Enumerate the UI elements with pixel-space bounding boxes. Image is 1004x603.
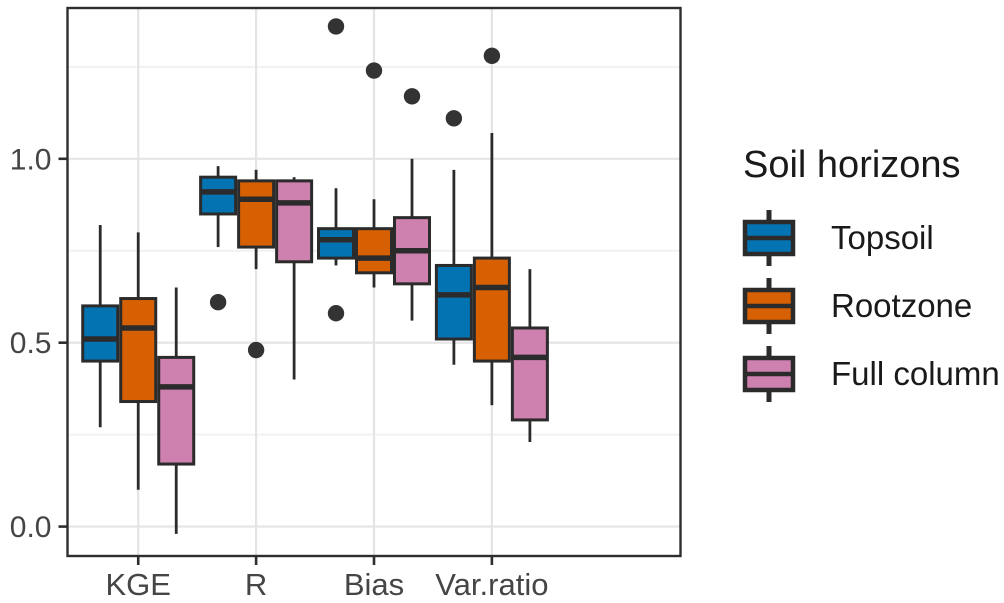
outlier-rootzone-bias xyxy=(365,62,383,79)
boxplot-key-icon xyxy=(742,210,796,266)
boxplot-key-icon xyxy=(742,278,796,334)
boxplot-key-icon xyxy=(742,346,796,402)
outlier-rootzone-var-ratio xyxy=(483,47,501,65)
outlier-topsoil-r xyxy=(209,294,227,311)
legend-label-full-column: Full column xyxy=(831,355,1000,392)
x-axis-label-bias: Bias xyxy=(344,567,404,602)
box-topsoil-var-ratio xyxy=(434,263,473,341)
box-topsoil-bias xyxy=(317,227,355,260)
box-full-column-kge xyxy=(157,355,196,466)
x-axis-label-kge: KGE xyxy=(105,567,170,602)
box-topsoil-kge xyxy=(81,304,120,363)
outlier-topsoil-bias xyxy=(327,305,345,322)
box-rootzone-r xyxy=(237,179,276,249)
y-axis-label-1-0: 1.0 xyxy=(10,143,52,176)
legend: Soil horizons Topsoil Rootzone xyxy=(741,144,1000,413)
box-rootzone-var-ratio xyxy=(472,256,511,363)
legend-item-full-column: Full column xyxy=(741,345,1000,403)
y-axis-label-0-0: 0.0 xyxy=(10,511,52,544)
x-axis-label-r: R xyxy=(245,567,267,602)
box-topsoil-r xyxy=(199,175,238,216)
legend-item-rootzone: Rootzone xyxy=(741,277,1000,335)
outlier-topsoil-bias xyxy=(327,18,345,35)
y-axis-label-0-5: 0.5 xyxy=(10,327,52,360)
box-rootzone-kge xyxy=(119,297,158,404)
legend-label-topsoil: Topsoil xyxy=(831,219,934,256)
legend-title: Soil horizons xyxy=(743,144,961,186)
legend-label-rootzone: Rootzone xyxy=(831,287,973,324)
box-full-column-var-ratio xyxy=(510,326,549,422)
legend-item-topsoil: Topsoil xyxy=(741,209,1000,267)
x-axis-label-var-ratio: Var.ratio xyxy=(435,567,548,602)
box-full-column-r xyxy=(275,179,314,264)
box-rootzone-bias xyxy=(355,227,393,275)
outlier-topsoil-var-ratio xyxy=(445,110,463,127)
outlier-rootzone-r xyxy=(247,341,265,359)
outlier-full-column-bias xyxy=(403,88,421,105)
